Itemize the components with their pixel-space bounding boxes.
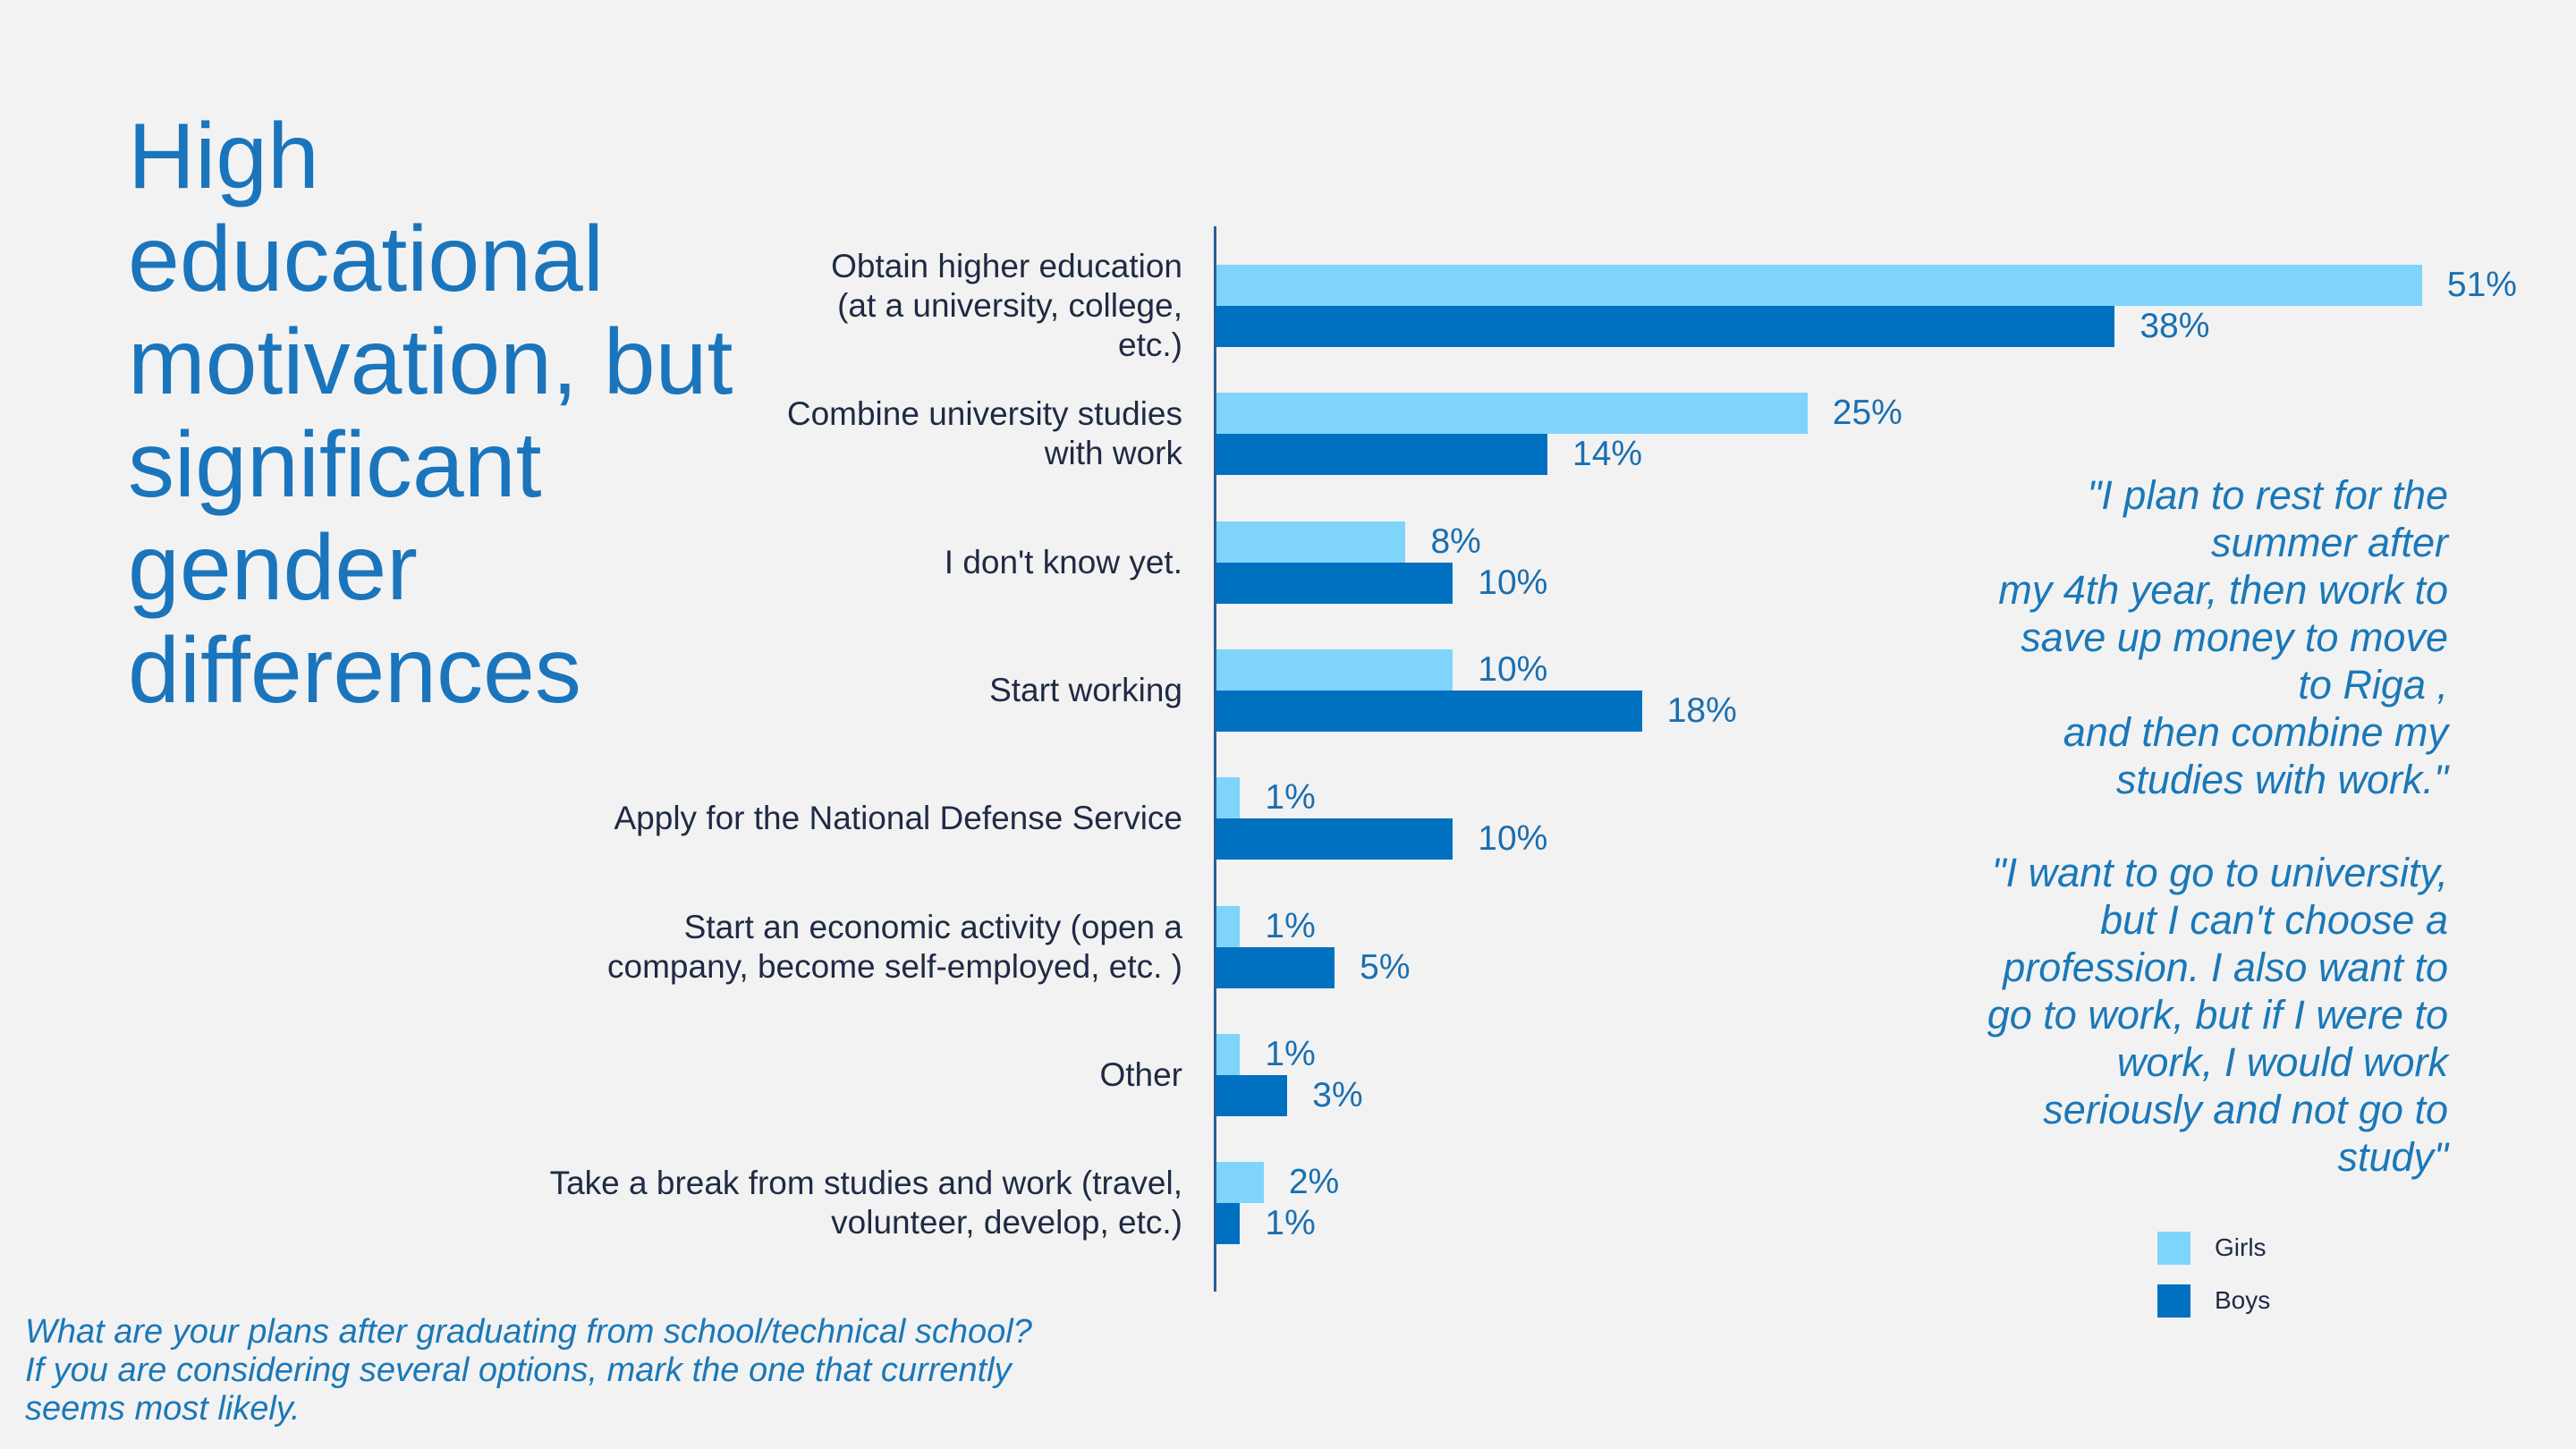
value-label: 1% xyxy=(1265,778,1316,818)
category-label: I don't know yet. xyxy=(944,543,1182,580)
bar xyxy=(1216,1162,1264,1204)
axis-line xyxy=(1214,226,1216,1292)
bar xyxy=(1216,818,1453,860)
category-label: Obtain higher education (at a university… xyxy=(831,248,1182,363)
value-label: 38% xyxy=(2140,307,2210,345)
footnote: What are your plans after graduating fro… xyxy=(25,1313,1032,1428)
legend-swatch xyxy=(2157,1284,2190,1318)
bar xyxy=(1216,434,1548,476)
bar xyxy=(1216,946,1335,988)
value-label: 18% xyxy=(1666,691,1737,730)
value-label: 51% xyxy=(2446,266,2517,304)
value-label: 3% xyxy=(1312,1075,1363,1114)
value-label: 25% xyxy=(1832,394,1902,433)
bar xyxy=(1216,690,1642,732)
value-label: 1% xyxy=(1265,906,1316,945)
value-label: 10% xyxy=(1478,563,1548,602)
bar xyxy=(1216,521,1406,563)
bar xyxy=(1216,1033,1241,1075)
bar xyxy=(1216,562,1453,604)
legend-swatch xyxy=(2157,1232,2190,1265)
value-label: 10% xyxy=(1478,649,1548,689)
category-label: Other xyxy=(1099,1055,1182,1093)
bar xyxy=(1216,1074,1288,1116)
bar xyxy=(1216,265,2422,306)
bar xyxy=(1216,648,1453,691)
category-label: Take a break from studies and work (trav… xyxy=(549,1165,1182,1241)
category-label: Apply for the National Defense Service xyxy=(614,800,1182,837)
bar xyxy=(1216,777,1241,819)
category-label: Start working xyxy=(989,671,1182,708)
value-label: 2% xyxy=(1288,1163,1340,1202)
value-label: 1% xyxy=(1265,1034,1316,1073)
bar xyxy=(1216,306,2115,347)
value-label: 1% xyxy=(1265,1204,1316,1243)
value-label: 14% xyxy=(1572,435,1643,474)
category-label: Start an economic activity (open a compa… xyxy=(607,908,1182,985)
value-label: 5% xyxy=(1360,947,1411,987)
chart-title: High educational motivation, but signifi… xyxy=(128,105,733,723)
legend-label: Girls xyxy=(2215,1233,2267,1261)
category-label: Combine university studies with work xyxy=(786,395,1182,472)
value-label: 8% xyxy=(1430,521,1481,561)
bar xyxy=(1216,1203,1241,1245)
quote: "I want to go to university, but I can't… xyxy=(1987,850,2448,1180)
legend-label: Boys xyxy=(2215,1286,2271,1314)
bar xyxy=(1216,393,1808,435)
quote: "I plan to rest for the summer after my … xyxy=(1998,472,2448,802)
value-label: 10% xyxy=(1478,819,1548,859)
bar xyxy=(1216,905,1241,947)
